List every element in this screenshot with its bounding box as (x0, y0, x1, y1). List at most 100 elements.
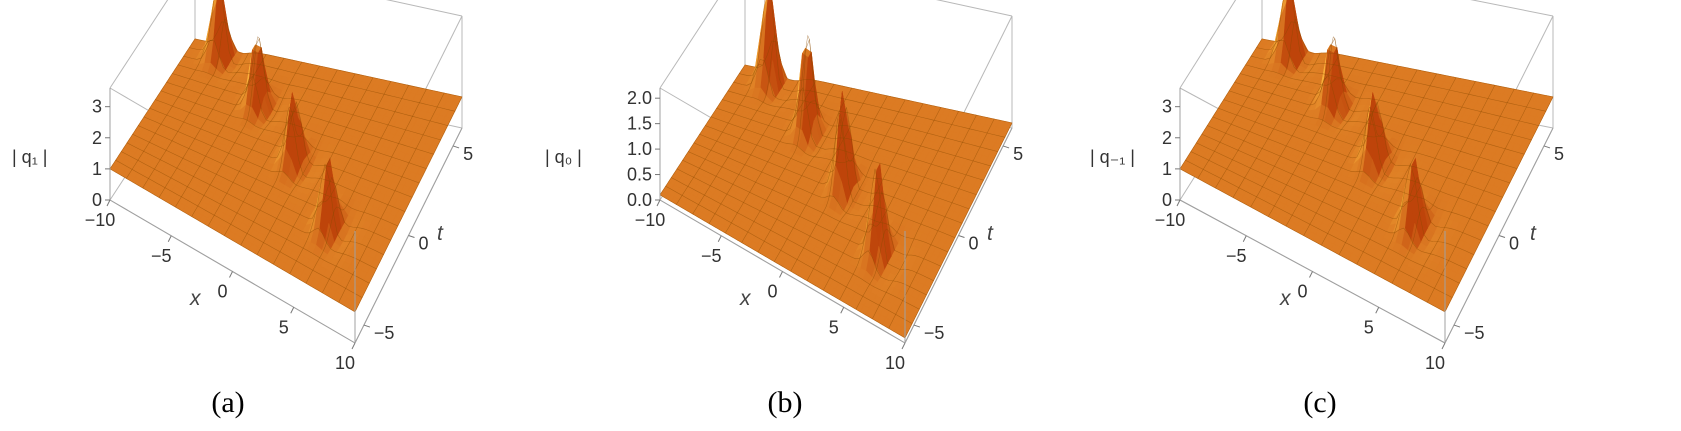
mesh-line (839, 107, 942, 300)
mesh-line (126, 142, 377, 270)
x-tick-mark (290, 307, 295, 314)
x-tick-label: 10 (335, 353, 355, 373)
mesh-line (1212, 116, 1489, 227)
mesh-line (708, 80, 799, 224)
mesh-line (1234, 75, 1518, 169)
mesh-line (665, 185, 913, 324)
mesh-line (1185, 159, 1453, 298)
t-axis-label: t (437, 222, 444, 245)
mesh-line (158, 52, 249, 198)
mesh-line (1218, 107, 1496, 212)
mesh-line (705, 107, 963, 224)
mesh-line (160, 90, 420, 184)
surface (1179, 0, 1554, 313)
x-tick-mark (1176, 199, 1181, 207)
mesh-line (1245, 64, 1532, 141)
x-tick-mark (167, 235, 172, 242)
mesh-line (155, 99, 413, 198)
mesh-line (904, 122, 1013, 339)
t-tick-mark (1002, 145, 1010, 149)
mesh-line (659, 64, 746, 196)
surface-mesh (1179, 0, 1554, 313)
surface-mesh (659, 0, 1013, 339)
x-tick-mark (1309, 271, 1313, 278)
x-tick-label: 0 (217, 282, 227, 302)
mesh-line (166, 75, 427, 169)
z-axis-label: | q₀ | (545, 147, 582, 167)
mesh-line (289, 81, 392, 274)
z-tick-label: 0.0 (627, 190, 652, 210)
x-tick-label: −5 (1226, 246, 1247, 266)
mesh-line (1207, 125, 1482, 241)
mesh-line (138, 125, 391, 241)
x-tick-label: −5 (151, 246, 172, 266)
box-edge (109, 0, 169, 89)
z-tick-label: 3 (1162, 97, 1172, 117)
caption-b: (b) (767, 386, 803, 419)
x-tick-mark (229, 271, 233, 278)
mesh-line (722, 39, 984, 181)
mesh-line (1201, 133, 1474, 255)
caption-a: (a) (211, 386, 245, 419)
t-tick-label: −5 (924, 323, 945, 343)
x-ticks: −10 −5 0 5 10 (1155, 199, 1446, 373)
x-tick-mark (656, 199, 661, 207)
z-tick-label: 0.5 (627, 165, 652, 185)
t-tick-mark (1543, 145, 1551, 149)
x-tick-mark (717, 235, 722, 242)
mesh-line (354, 96, 463, 313)
mesh-line (659, 194, 906, 339)
mesh-line (1250, 54, 1340, 208)
z-tick-label: 1.0 (627, 139, 652, 159)
x-tick-label: −10 (1155, 210, 1186, 230)
z-tick-label: 0 (92, 190, 102, 210)
mesh-line (224, 65, 320, 236)
mesh-line (1338, 73, 1437, 255)
mesh-line (194, 21, 463, 98)
x-tick-mark (779, 271, 783, 278)
x-tick-label: −10 (85, 210, 116, 230)
mesh-line (888, 118, 995, 329)
mesh-line (744, 40, 1013, 124)
t-ticks: −5 0 5 (1453, 144, 1564, 343)
caption-c: (c) (1303, 386, 1337, 419)
t-tick-label: 0 (969, 234, 979, 254)
t-tick-label: −5 (374, 323, 395, 343)
t-tick-mark (452, 145, 460, 149)
z-axis-label: | q₁ | (12, 147, 47, 167)
x-tick-label: 0 (767, 282, 777, 302)
x-tick-mark (1441, 342, 1446, 350)
t-tick-mark (363, 324, 371, 328)
z-ticks: 0 1 2 3 (92, 97, 110, 210)
mesh-line (671, 177, 920, 310)
x-ticks: −10 −5 0 5 10 (635, 199, 906, 373)
mesh-line (256, 73, 356, 255)
x-tick-label: 0 (1297, 282, 1307, 302)
mesh-line (240, 69, 338, 246)
t-tick-mark (408, 235, 415, 238)
mesh-line (189, 0, 455, 112)
x-axis-label: x (189, 287, 202, 310)
t-tick-label: 0 (1509, 234, 1519, 254)
mesh-line (1374, 81, 1476, 274)
mesh-line (338, 92, 445, 303)
x-tick-label: 10 (1425, 353, 1445, 373)
x-tick-mark (106, 199, 111, 207)
x-tick-label: 5 (829, 317, 839, 337)
z-tick-label: 1.5 (627, 114, 652, 134)
mesh-line (1409, 89, 1515, 293)
mesh-line (175, 54, 267, 208)
x-axis-label: x (1279, 287, 1292, 310)
mesh-line (1391, 85, 1496, 284)
mesh-line (727, 90, 991, 167)
mesh-line (1303, 65, 1399, 236)
mesh-line (716, 86, 977, 195)
z-tick-label: 2 (1162, 128, 1172, 148)
mesh-line (855, 111, 959, 310)
mesh-line (757, 87, 853, 253)
t-axis-label: t (987, 222, 994, 245)
mesh-line (207, 61, 303, 227)
mesh-line (191, 36, 285, 217)
z-tick-label: 3 (92, 97, 102, 117)
mesh-line (1215, 18, 1302, 189)
